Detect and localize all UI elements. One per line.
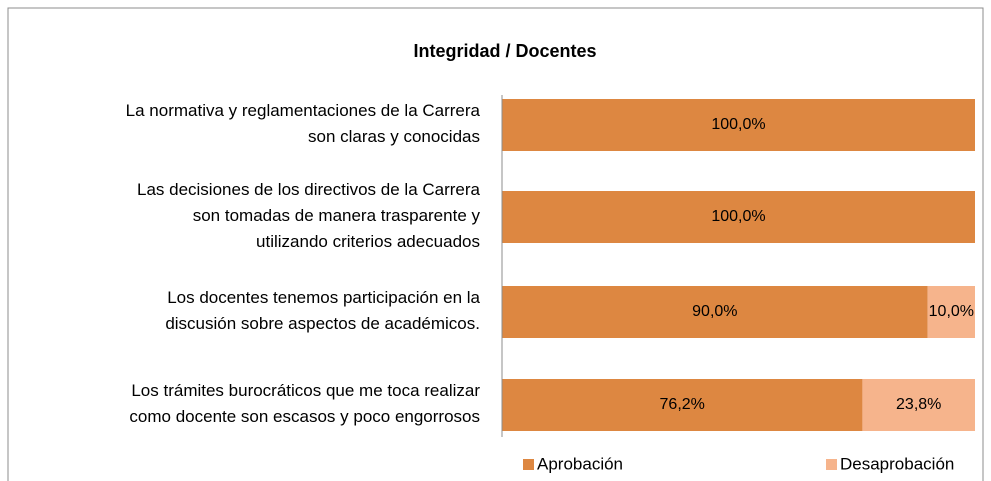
category-label: La normativa y reglamentaciones de la Ca… — [126, 101, 481, 146]
data-label: 100,0% — [711, 208, 765, 225]
category-label-line: discusión sobre aspectos de académicos. — [165, 314, 480, 333]
bar-segment — [862, 379, 975, 431]
data-label: 23,8% — [896, 396, 941, 413]
category-label-line: utilizando criterios adecuados — [256, 232, 480, 251]
bar-segment — [502, 191, 975, 243]
legend-label: Desaprobación — [840, 454, 954, 473]
category-label-line: Las decisiones de los directivos de la C… — [137, 180, 481, 199]
bar-segment — [502, 286, 928, 338]
data-label: 100,0% — [711, 116, 765, 133]
category-label-line: son claras y conocidas — [308, 127, 480, 146]
legend-swatch — [523, 459, 534, 470]
category-label: Los docentes tenemos participación en la… — [165, 288, 480, 333]
category-label-line: La normativa y reglamentaciones de la Ca… — [126, 101, 481, 120]
bar-segment — [502, 99, 975, 151]
bar-segment — [502, 379, 863, 431]
category-label: Las decisiones de los directivos de la C… — [137, 180, 481, 251]
category-label-line: Los docentes tenemos participación en la — [167, 288, 480, 307]
legend-swatch — [826, 459, 837, 470]
category-label-line: como docente son escasos y poco engorros… — [129, 407, 480, 426]
category-label: Los trámites burocráticos que me toca re… — [129, 381, 480, 426]
category-label-line: Los trámites burocráticos que me toca re… — [131, 381, 480, 400]
chart-title: Integridad / Docentes — [413, 41, 596, 61]
category-label-line: son tomadas de manera trasparente y — [193, 206, 481, 225]
data-label: 76,2% — [660, 396, 705, 413]
chart-frame — [7, 7, 984, 481]
data-label: 10,0% — [929, 303, 974, 320]
legend-label: Aprobación — [537, 454, 623, 473]
bar-segment — [927, 286, 975, 338]
data-label: 90,0% — [692, 303, 737, 320]
